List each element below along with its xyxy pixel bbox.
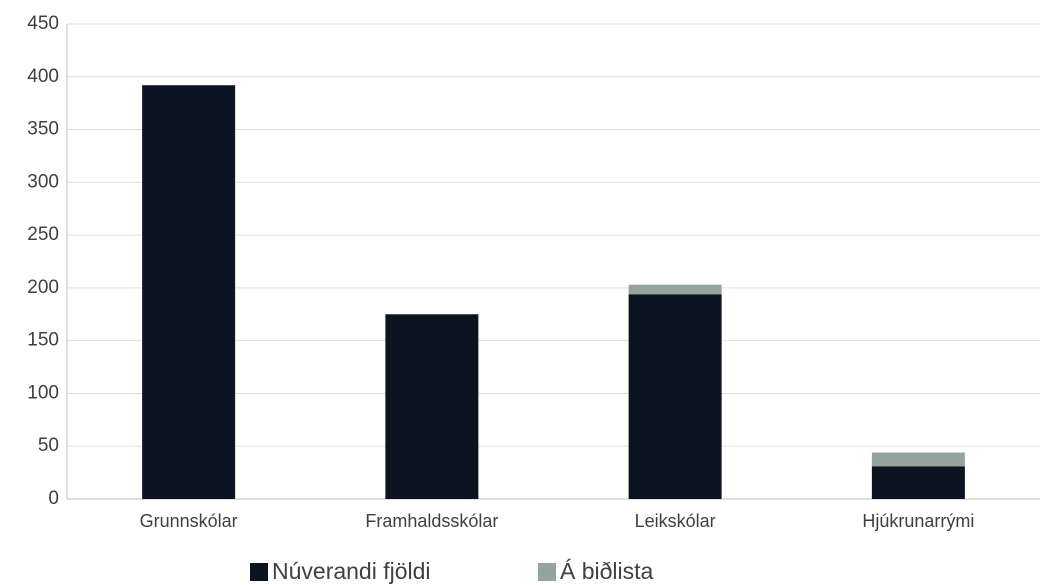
y-tick-label: 400 <box>27 66 59 87</box>
legend-label: Á biðlista <box>560 558 654 584</box>
bar <box>385 314 479 499</box>
legend-swatch <box>250 563 268 581</box>
bar <box>628 294 722 499</box>
y-tick-label: 450 <box>27 13 59 34</box>
bar <box>871 466 965 499</box>
x-tick-label: Leikskólar <box>635 511 716 531</box>
y-tick-label: 250 <box>27 224 59 245</box>
y-tick-label: 100 <box>27 382 59 403</box>
x-tick-label: Framhaldsskólar <box>365 511 498 531</box>
y-tick-label: 200 <box>27 277 59 298</box>
bar <box>628 284 722 295</box>
y-tick-label: 50 <box>38 435 59 456</box>
y-tick-label: 0 <box>48 488 59 509</box>
legend-label: Núverandi fjöldi <box>272 558 431 584</box>
x-tick-label: Hjúkrunarrými <box>862 511 974 531</box>
bar <box>142 85 236 499</box>
legend-swatch <box>538 563 556 581</box>
y-tick-label: 150 <box>27 330 59 351</box>
y-tick-label: 300 <box>27 171 59 192</box>
x-tick-label: Grunnskólar <box>140 511 238 531</box>
bar <box>871 452 965 467</box>
y-tick-label: 350 <box>27 119 59 140</box>
